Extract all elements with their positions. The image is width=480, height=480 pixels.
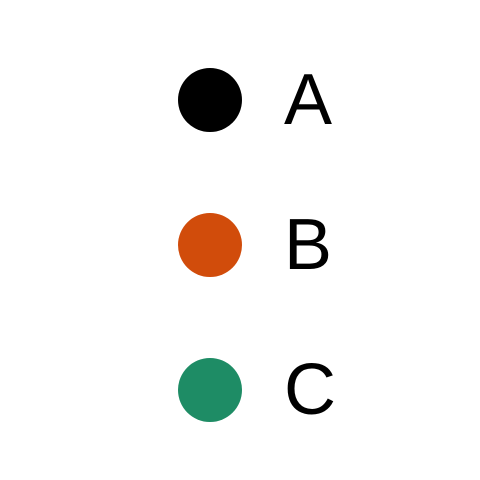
legend-marker-a	[178, 68, 242, 132]
legend-marker-b	[178, 213, 242, 277]
legend-marker-c	[178, 358, 242, 422]
legend-label-c: C	[284, 350, 336, 430]
legend-label-b: B	[284, 205, 333, 285]
legend-item-b: B	[178, 205, 333, 285]
legend-item-c: C	[178, 350, 336, 430]
legend-item-a: A	[178, 60, 333, 140]
legend-label-a: A	[284, 60, 333, 140]
